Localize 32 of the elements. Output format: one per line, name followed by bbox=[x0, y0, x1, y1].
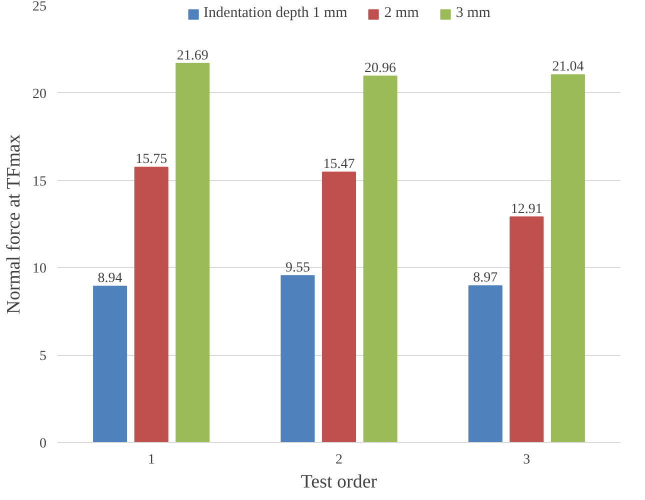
legend-label: 3 mm bbox=[456, 5, 490, 22]
y-tick-label: 25 bbox=[32, 0, 46, 14]
bar bbox=[550, 74, 585, 442]
data-label: 9.55 bbox=[285, 260, 310, 276]
data-label: 8.94 bbox=[98, 271, 122, 286]
y-axis-title: Normal force at TFmax bbox=[4, 134, 24, 314]
x-axis-title: Test order bbox=[300, 472, 378, 492]
legend-label: Indentation depth 1 mm bbox=[204, 5, 348, 22]
data-label: 8.97 bbox=[473, 270, 498, 286]
bar bbox=[468, 285, 502, 442]
data-label: 12.91 bbox=[510, 202, 542, 217]
x-tick-label: 3 bbox=[523, 452, 530, 468]
y-tick-label: 5 bbox=[40, 349, 46, 364]
bar bbox=[176, 62, 210, 442]
y-tick-label: 0 bbox=[40, 436, 46, 452]
data-label: 21.04 bbox=[552, 60, 584, 75]
bar bbox=[510, 216, 544, 442]
bar bbox=[93, 286, 128, 442]
bar bbox=[322, 172, 356, 442]
bar bbox=[363, 76, 398, 442]
data-label: 15.47 bbox=[323, 157, 355, 172]
legend-label: 2 mm bbox=[384, 5, 419, 22]
x-tick-label: 1 bbox=[148, 452, 155, 468]
y-tick-label: 20 bbox=[32, 86, 46, 102]
bar bbox=[280, 275, 315, 442]
bar bbox=[134, 166, 168, 442]
y-tick-label: 10 bbox=[32, 262, 46, 277]
data-label: 20.96 bbox=[364, 61, 396, 76]
x-tick-label: 2 bbox=[336, 452, 342, 468]
data-label: 15.75 bbox=[136, 152, 168, 168]
y-tick-label: 15 bbox=[32, 174, 46, 190]
data-label: 21.69 bbox=[176, 48, 208, 64]
